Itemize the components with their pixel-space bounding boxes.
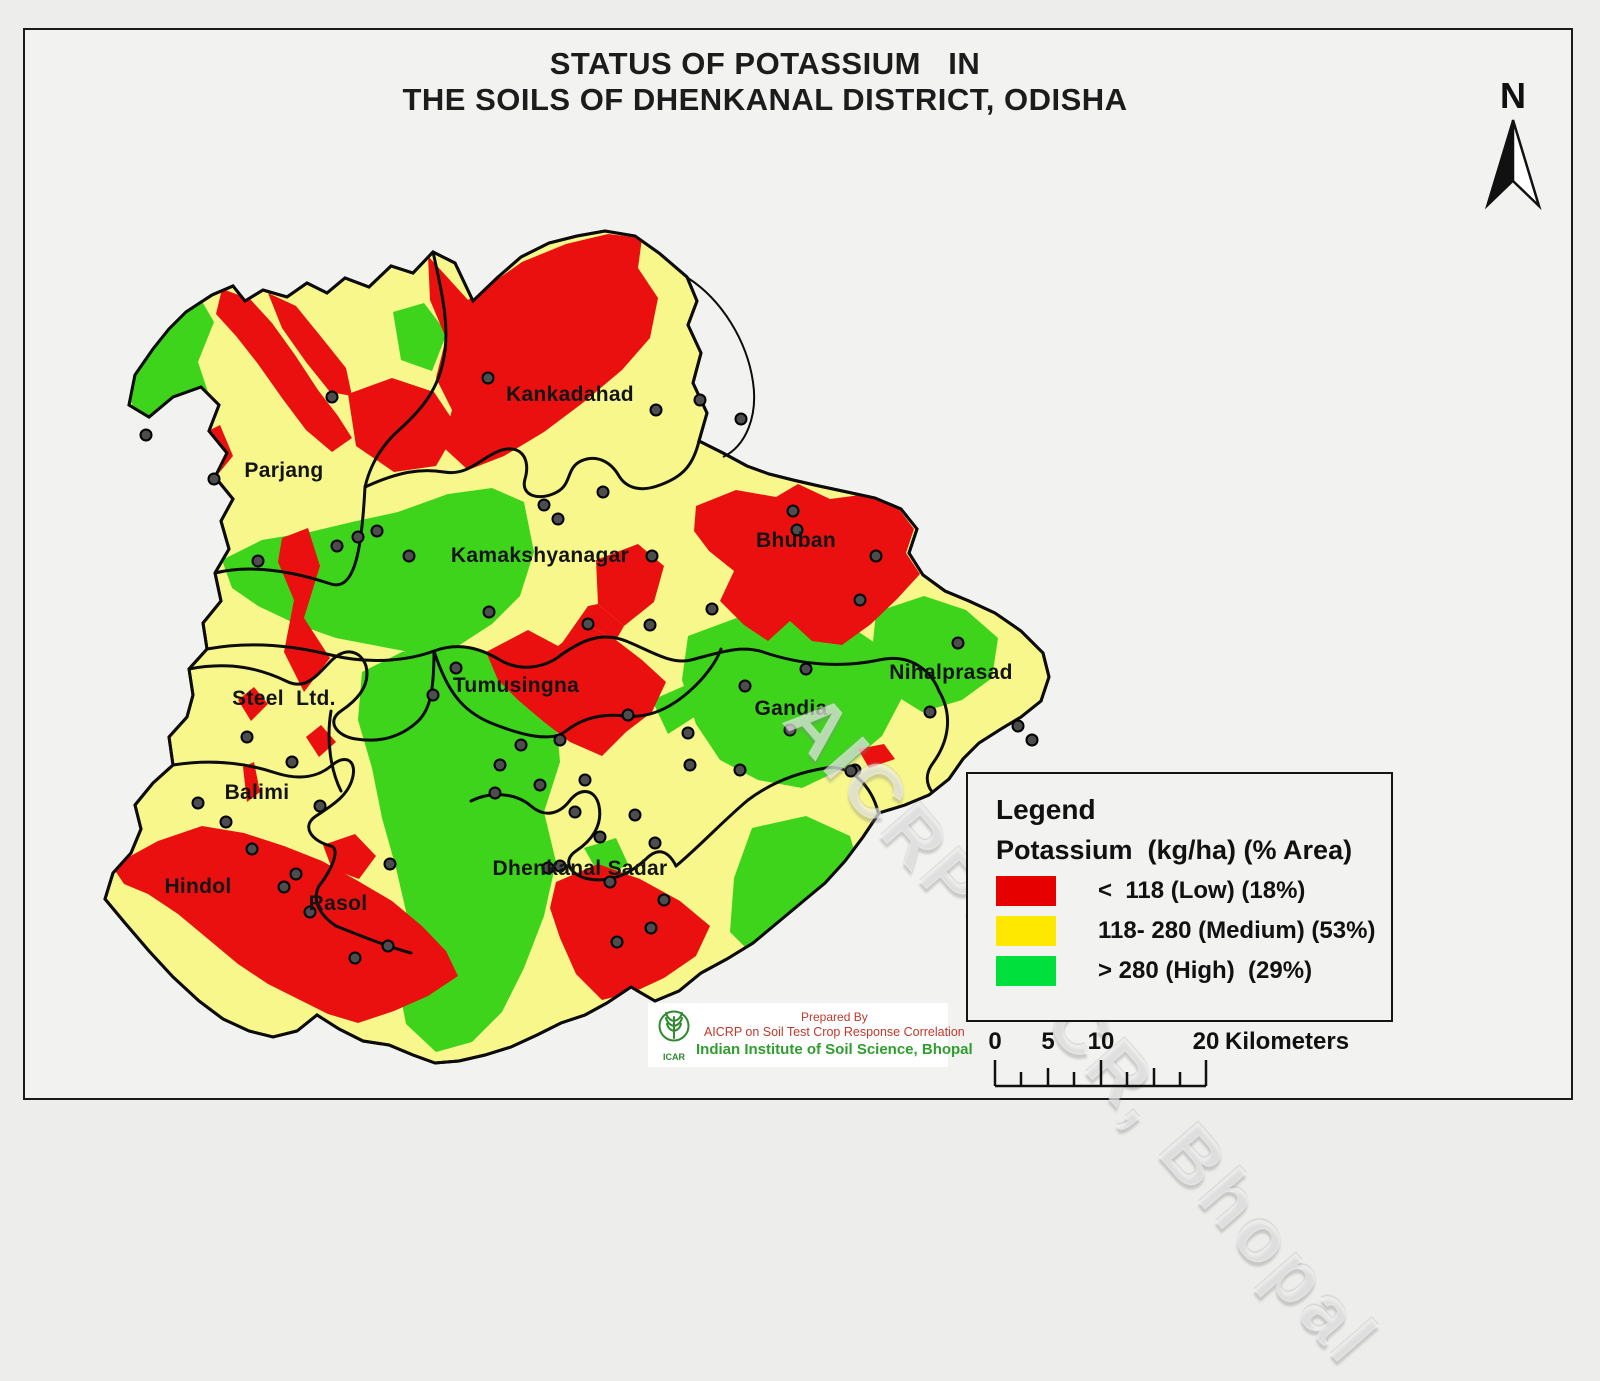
district-map	[103, 229, 1051, 1065]
region-label-gandia: Gandia	[754, 697, 828, 720]
legend-label-low: < 118 (Low) (18%)	[1098, 876, 1306, 904]
medium-color-swatch	[996, 915, 1056, 946]
icar-logo-text: ICAR	[663, 1051, 685, 1062]
sample-point-dots	[139, 371, 1039, 965]
title-line-2: THE SOILS OF DHENKANAL DISTRICT, ODISHA	[402, 81, 1128, 117]
region-label-dhenkanal-sadar: Dhenkanal Sadar	[492, 857, 668, 880]
region-label-nihalprasad: Nihalprasad	[889, 661, 1013, 684]
block-boundaries	[171, 250, 950, 955]
attribution-prepared-by: Prepared By	[801, 1010, 868, 1025]
legend-item-high: > 280 (High) (29%)	[996, 955, 1391, 986]
attribution-institute-line: Indian Institute of Soil Science, Bhopal	[696, 1040, 973, 1058]
region-label-rasol: Rasol	[308, 892, 368, 915]
region-label-hindol: Hindol	[164, 875, 232, 898]
scale-label-0: 0	[988, 1028, 1002, 1055]
region-label-balimi: Balimi	[224, 781, 290, 804]
map-title: STATUS OF POTASSIUM IN THE SOILS OF DHEN…	[0, 46, 1565, 118]
district-outline	[103, 229, 1051, 1065]
north-arrow-icon	[1484, 119, 1542, 210]
scale-bar-ruler	[993, 1060, 1208, 1088]
attribution-aicrp-line: AICRP on Soil Test Crop Response Correla…	[703, 1025, 965, 1040]
icar-wheat-icon	[658, 1010, 690, 1041]
north-label: N	[1500, 75, 1526, 116]
low-color-swatch	[996, 875, 1056, 906]
north-arrow: N	[1468, 78, 1558, 210]
scale-label-10: 10	[1087, 1028, 1115, 1055]
scale-label-5: 5	[1041, 1028, 1055, 1055]
scale-bar: 0 5 10 20 Kilometers	[975, 1028, 1375, 1090]
legend-title: Legend	[996, 794, 1096, 825]
region-label-tumusingna: Tumusingna	[452, 674, 580, 697]
legend-box: Legend Potassium (kg/ha) (% Area) < 118 …	[966, 772, 1393, 1022]
legend-label-medium: 118- 280 (Medium) (53%)	[1098, 916, 1376, 944]
attribution-lines: Prepared By AICRP on Soil Test Crop Resp…	[696, 1010, 973, 1059]
legend-label-high: > 280 (High) (29%)	[1098, 956, 1313, 984]
neighbor-outline	[687, 277, 756, 458]
region-label-bhuban: Bhuban	[756, 529, 836, 552]
region-label-parjang: Parjang	[244, 459, 324, 482]
scale-unit-label: Kilometers	[1225, 1028, 1350, 1055]
legend-item-low: < 118 (Low) (18%)	[996, 875, 1391, 906]
region-label-steel-ltd: Steel Ltd.	[232, 687, 336, 710]
high-color-swatch	[996, 955, 1056, 986]
icar-logo: ICAR	[652, 1009, 696, 1062]
scale-label-20: 20	[1192, 1028, 1220, 1055]
region-label-kankadahad: Kankadahad	[506, 383, 634, 406]
region-label-kamakshyanagar: Kamakshyanagar	[450, 544, 630, 567]
low-potassium-patches	[112, 234, 920, 1023]
attribution-box: ICAR Prepared By AICRP on Soil Test Crop…	[648, 1003, 973, 1067]
legend-item-medium: 118- 280 (Medium) (53%)	[996, 915, 1391, 946]
title-line-1: STATUS OF POTASSIUM IN	[549, 46, 981, 81]
legend-subtitle: Potassium (kg/ha) (% Area)	[996, 835, 1353, 865]
